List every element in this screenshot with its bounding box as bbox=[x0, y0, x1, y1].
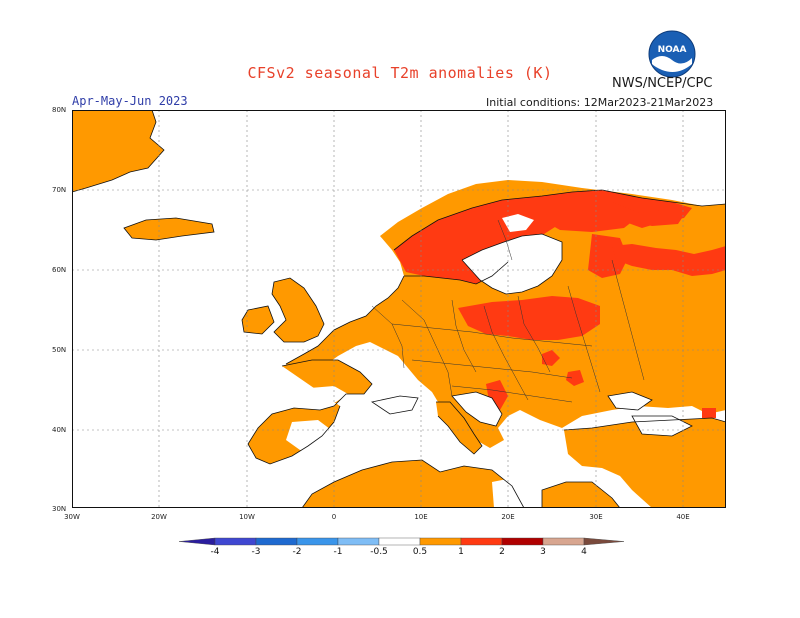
country-borders bbox=[371, 219, 645, 403]
lon-label-20e: 20E bbox=[501, 513, 515, 521]
initial-conditions-label: Initial conditions: 12Mar2023-21Mar2023 bbox=[486, 96, 714, 109]
season-label: Apr-May-Jun 2023 bbox=[72, 94, 188, 108]
lon-label-20w: 20W bbox=[151, 513, 167, 521]
logo-text: NOAA bbox=[658, 45, 687, 55]
colorbar-segment bbox=[337, 537, 380, 546]
lon-label-10w: 10W bbox=[239, 513, 255, 521]
lon-label-40e: 40E bbox=[676, 513, 690, 521]
lon-label-30w: 30W bbox=[64, 513, 80, 521]
lat-label-30n: 30N bbox=[52, 505, 67, 513]
lon-label-30e: 30E bbox=[589, 513, 603, 521]
anomaly-map bbox=[72, 110, 726, 508]
coastlines bbox=[72, 110, 726, 508]
colorbar-label-minus-2: -2 bbox=[292, 547, 302, 557]
colorbar bbox=[178, 537, 625, 546]
colorbar-segment bbox=[255, 537, 298, 546]
lon-label-0: 0 bbox=[331, 513, 337, 521]
lat-label-50n: 50N bbox=[52, 346, 67, 354]
colorbar-label-1: 1 bbox=[458, 547, 464, 557]
colorbar-label-minus-1: -1 bbox=[333, 547, 343, 557]
organization-label: NWS/NCEP/CPC bbox=[612, 76, 713, 91]
map-frame bbox=[72, 110, 726, 508]
lat-label-70n: 70N bbox=[52, 186, 67, 194]
colorbar-segment bbox=[296, 537, 339, 546]
colorbar-label-minus-3: -3 bbox=[251, 547, 261, 557]
colorbar-segment bbox=[583, 537, 625, 546]
lon-label-10e: 10E bbox=[414, 513, 428, 521]
colorbar-segment bbox=[419, 537, 462, 546]
colorbar-segment bbox=[214, 537, 257, 546]
colorbar-segment bbox=[460, 537, 503, 546]
colorbar-segment bbox=[378, 537, 421, 546]
colorbar-segment bbox=[542, 537, 585, 546]
colorbar-label-minus-4: -4 bbox=[210, 547, 220, 557]
colorbar-label-3: 3 bbox=[540, 547, 546, 557]
colorbar-segment bbox=[178, 537, 216, 546]
lat-label-80n: 80N bbox=[52, 106, 67, 114]
colorbar-label-2: 2 bbox=[499, 547, 505, 557]
colorbar-label-4: 4 bbox=[581, 547, 587, 557]
colorbar-label-0-5: 0.5 bbox=[412, 547, 428, 557]
noaa-logo: NOAA bbox=[648, 30, 696, 78]
graticule bbox=[72, 110, 726, 508]
lat-label-60n: 60N bbox=[52, 266, 67, 274]
colorbar-label-minus-0-5: -0.5 bbox=[370, 547, 388, 557]
lat-label-40n: 40N bbox=[52, 426, 67, 434]
colorbar-segment bbox=[501, 537, 544, 546]
chart-title: CFSv2 seasonal T2m anomalies (K) bbox=[247, 64, 553, 82]
white-unfilled-patches bbox=[224, 214, 692, 508]
